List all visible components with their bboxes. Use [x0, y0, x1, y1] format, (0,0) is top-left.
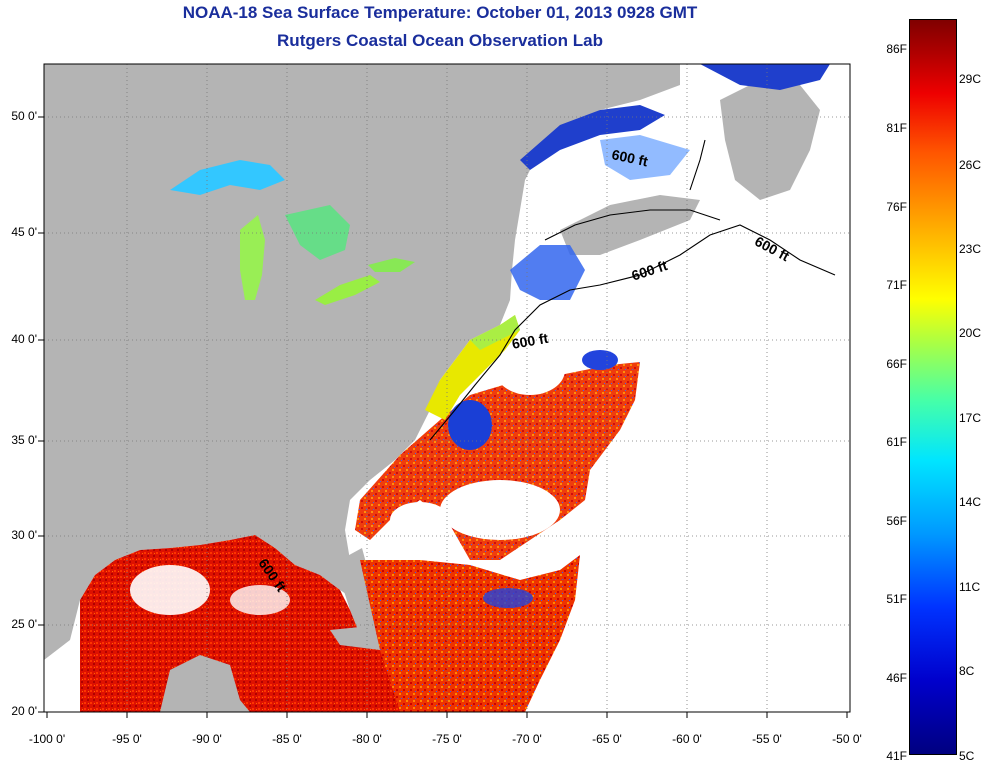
lat-tick-label: 35 0' [11, 433, 37, 447]
colorbar-f-label: 66F [886, 357, 907, 371]
sst-lake-erie [315, 275, 380, 305]
temperature-colorbar [909, 19, 957, 755]
sst-st-lawrence [520, 105, 665, 170]
colorbar-c-label: 17C [959, 411, 982, 425]
sst-lake-superior [170, 160, 285, 195]
lat-tick-label: 50 0' [11, 109, 37, 123]
lon-tick-label: -95 0' [112, 732, 142, 746]
colorbar-c-label: 26C [959, 158, 982, 172]
colorbar-f-label: 41F [886, 749, 907, 763]
lat-tick-label: 45 0' [11, 225, 37, 239]
lat-tick-label: 30 0' [11, 528, 37, 542]
cloud-gap [130, 565, 210, 615]
cloud-gap [440, 480, 560, 540]
lon-tick-label: -90 0' [192, 732, 222, 746]
colorbar-f-label: 46F [886, 671, 907, 685]
lon-tick-label: -50 0' [832, 732, 862, 746]
sst-labrador-sea [700, 64, 830, 90]
colorbar-c-label: 20C [959, 326, 982, 340]
colorbar-f-label: 81F [886, 121, 907, 135]
colorbar-f-label: 76F [886, 200, 907, 214]
sst-mid-atlantic-shelf-green [470, 315, 520, 350]
lat-tick-label: 40 0' [11, 332, 37, 346]
colorbar-c-label: 14C [959, 495, 982, 509]
colorbar-f-label: 51F [886, 592, 907, 606]
colorbar-f-label: 61F [886, 435, 907, 449]
lon-tick-label: -100 0' [28, 732, 66, 746]
600ft-isobath [429, 139, 836, 441]
lon-tick-label: -65 0' [592, 732, 622, 746]
map-title: NOAA-18 Sea Surface Temperature: October… [182, 3, 698, 22]
sst-gulf-of-maine [510, 245, 585, 300]
colorbar-f-label: 56F [886, 514, 907, 528]
colorbar-c-label: 5C [959, 749, 975, 763]
colorbar-c-label: 11C [959, 580, 981, 594]
colorbar-f-label: 86F [886, 42, 907, 56]
sst-lake-ontario [368, 258, 415, 272]
sst-scotian-shelf [600, 135, 690, 180]
cloud-gap [495, 345, 565, 395]
gridlines [44, 64, 850, 712]
lon-tick-label: -80 0' [352, 732, 382, 746]
lat-tick-label: 25 0' [11, 617, 37, 631]
sst-lake-michigan [240, 215, 265, 300]
colorbar-f-label: 71F [886, 278, 907, 292]
sst-cold-patch [582, 350, 618, 370]
sst-atlantic-gulf-stream [355, 362, 640, 560]
land-yucatan [160, 655, 250, 712]
sst-lake-huron [285, 205, 350, 260]
lon-tick-label: -70 0' [512, 732, 542, 746]
land-north-america [44, 64, 680, 660]
map-subtitle: Rutgers Coastal Ocean Observation Lab [277, 31, 603, 50]
lon-tick-label: -55 0' [752, 732, 782, 746]
sst-map [38, 63, 851, 718]
land-newfoundland [720, 80, 820, 200]
cloud-gap [390, 502, 450, 538]
cloud-gap [230, 585, 290, 615]
colorbar-c-label: 23C [959, 242, 982, 256]
tick-marks [38, 116, 848, 718]
sst-cold-patch [483, 588, 533, 608]
lon-tick-label: -85 0' [272, 732, 302, 746]
lon-tick-label: -60 0' [672, 732, 702, 746]
sst-cold-eddy [448, 400, 492, 450]
colorbar-c-label: 29C [959, 72, 982, 86]
lat-tick-label: 20 0' [11, 704, 37, 718]
lon-tick-label: -75 0' [432, 732, 462, 746]
colorbar-c-label: 8C [959, 664, 975, 678]
